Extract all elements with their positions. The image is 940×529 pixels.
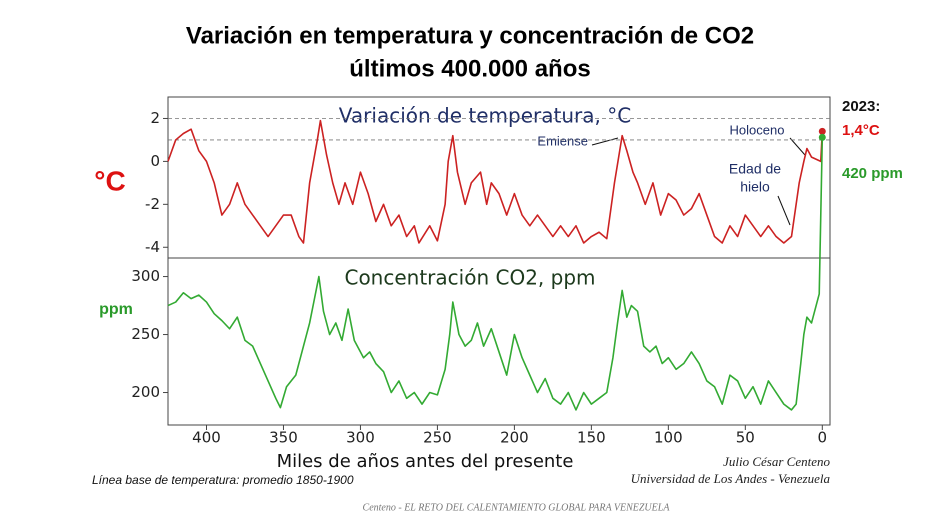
arrow <box>777 195 791 226</box>
plot-frame <box>167 96 831 426</box>
x-tick-label: 0 <box>818 429 828 447</box>
y-tick-label: 300 <box>131 267 160 285</box>
x-tick-label: 350 <box>269 429 298 447</box>
x-tick-label: 50 <box>736 429 755 447</box>
annotation: 2023: <box>842 98 880 115</box>
chart-title: Variación en temperatura y concentración… <box>186 22 754 49</box>
institution: Universidad de Los Andes - Venezuela <box>631 471 831 486</box>
data-line <box>167 119 824 244</box>
annotation: Edad de <box>729 161 781 177</box>
chart-title: últimos 400.000 años <box>349 55 590 82</box>
y-tick-label: 2 <box>150 109 160 127</box>
x-tick-label: 400 <box>192 429 221 447</box>
note: Línea base de temperatura: promedio 1850… <box>92 473 354 487</box>
y-tick-label: -4 <box>145 238 160 256</box>
annotation: Holoceno <box>730 122 785 137</box>
annotation: 420 ppm <box>842 165 903 182</box>
y-axis-label: ppm <box>99 301 133 318</box>
y-tick-label: 0 <box>150 152 160 170</box>
y-tick-label: 250 <box>131 325 160 343</box>
data-line <box>167 137 824 411</box>
author: Julio César Centeno <box>723 454 830 469</box>
arrow <box>591 137 619 146</box>
arrow <box>789 137 806 156</box>
x-tick-label: 150 <box>577 429 606 447</box>
y-tick-label: -2 <box>145 195 160 213</box>
panel-title: Concentración CO2, ppm <box>344 266 595 290</box>
panel-title: Variación de temperatura, °C <box>339 104 631 128</box>
x-axis-label: Miles de años antes del presente <box>277 451 574 472</box>
x-tick-label: 300 <box>346 429 375 447</box>
annotation: Emiense <box>537 133 588 148</box>
x-tick-label: 200 <box>500 429 529 447</box>
annotation: 1,4°C <box>842 122 880 139</box>
y-axis-label: °C <box>94 165 125 196</box>
x-tick-label: 100 <box>654 429 683 447</box>
y-tick-label: 200 <box>131 383 160 401</box>
latest-point <box>818 133 826 141</box>
footer: Centeno - EL RETO DEL CALENTAMIENTO GLOB… <box>363 502 671 513</box>
latest-point <box>818 127 826 135</box>
annotation: hielo <box>740 179 770 195</box>
x-tick-label: 250 <box>423 429 452 447</box>
